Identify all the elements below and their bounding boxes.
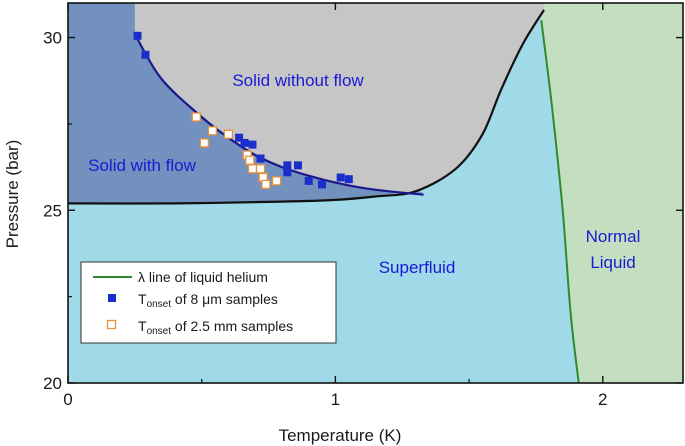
point-8um-9 (304, 176, 313, 185)
legend: λ line of liquid helium Tonset of 8 μm s… (80, 261, 337, 344)
point-8um-10 (318, 180, 326, 189)
legend-25mm-label: Tonset of 2.5 mm samples (138, 318, 293, 337)
point-25mm-3 (223, 129, 234, 139)
point-8um-5 (256, 154, 265, 163)
point-25mm-5 (245, 155, 255, 165)
y-tick-label-30: 30 (43, 29, 62, 48)
region-solid-with-flow (68, 3, 424, 204)
y-tick-label-20: 20 (43, 374, 62, 393)
point-25mm-2 (207, 126, 218, 136)
x-tick-label-2: 2 (598, 390, 607, 409)
point-8um-0 (133, 31, 142, 40)
point-8um-1 (141, 50, 150, 59)
point-25mm-6 (247, 164, 258, 174)
legend-8um-swatch (108, 294, 116, 302)
plot-frame (67, 2, 684, 384)
legend-box (80, 261, 337, 344)
legend-lambda-label: λ line of liquid helium (138, 269, 268, 285)
y-tick-label-25: 25 (43, 201, 62, 220)
point-25mm-7 (255, 164, 266, 174)
lambda-line (540, 20, 580, 383)
axis-ticks: 0 1 2 20 25 30 (43, 3, 683, 409)
legend-25mm-swatch (106, 319, 117, 330)
x-axis-title: Temperature (K) (279, 426, 402, 445)
region-label-superfluid: Superfluid (379, 258, 456, 277)
y-axis-title: Pressure (bar) (3, 140, 22, 249)
point-8um-7 (283, 168, 292, 177)
point-8um-8 (294, 161, 302, 170)
point-8um-12 (344, 175, 353, 184)
region-label-normal-liquid: Normal Liquid (586, 227, 641, 272)
point-8um-4 (248, 140, 257, 149)
point-25mm-10 (271, 176, 282, 186)
point-8um-2 (235, 133, 244, 142)
legend-8um-label: Tonset of 8 μm samples (138, 291, 278, 310)
point-8um-11 (336, 173, 345, 182)
point-8um-6 (283, 161, 292, 170)
point-25mm-0 (191, 112, 201, 122)
data-points (133, 31, 353, 190)
region-label-solid-with-flow: Solid with flow (88, 156, 196, 175)
region-label-solid-without-flow: Solid without flow (232, 71, 364, 90)
x-tick-label-1: 1 (331, 390, 340, 409)
x-tick-label-0: 0 (63, 390, 72, 409)
point-8um-3 (240, 138, 249, 147)
point-25mm-1 (199, 138, 210, 148)
point-25mm-9 (261, 179, 271, 190)
flow-boundary-line (133, 33, 424, 196)
region-normal-liquid (541, 3, 683, 383)
